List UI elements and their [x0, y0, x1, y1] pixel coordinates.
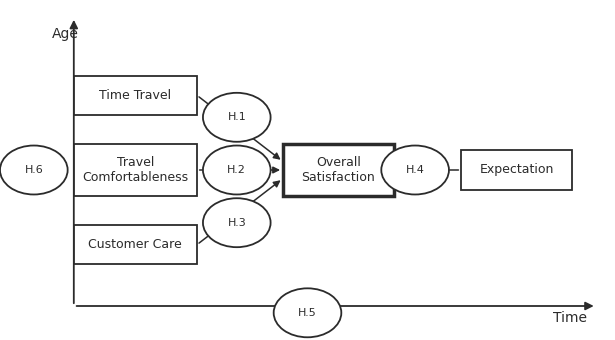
Ellipse shape: [0, 146, 68, 194]
Text: Age: Age: [52, 27, 79, 41]
Text: Expectation: Expectation: [480, 164, 554, 176]
Ellipse shape: [203, 93, 271, 142]
Text: Overall
Satisfaction: Overall Satisfaction: [301, 156, 375, 184]
Text: Time Travel: Time Travel: [99, 89, 172, 102]
Ellipse shape: [274, 288, 341, 337]
Text: H.1: H.1: [228, 112, 246, 122]
Text: H.6: H.6: [25, 165, 43, 175]
Text: H.4: H.4: [406, 165, 424, 175]
Text: H.2: H.2: [228, 165, 246, 175]
Text: Time: Time: [554, 311, 587, 325]
Ellipse shape: [203, 146, 271, 194]
FancyBboxPatch shape: [283, 143, 394, 197]
FancyBboxPatch shape: [74, 76, 197, 115]
FancyBboxPatch shape: [74, 225, 197, 265]
Text: H.5: H.5: [298, 308, 317, 318]
Text: Customer Care: Customer Care: [89, 238, 182, 251]
FancyBboxPatch shape: [74, 143, 197, 197]
Text: H.3: H.3: [228, 218, 246, 228]
Text: Travel
Comfortableness: Travel Comfortableness: [82, 156, 188, 184]
Ellipse shape: [203, 198, 271, 247]
Ellipse shape: [381, 146, 449, 194]
FancyBboxPatch shape: [461, 150, 572, 190]
